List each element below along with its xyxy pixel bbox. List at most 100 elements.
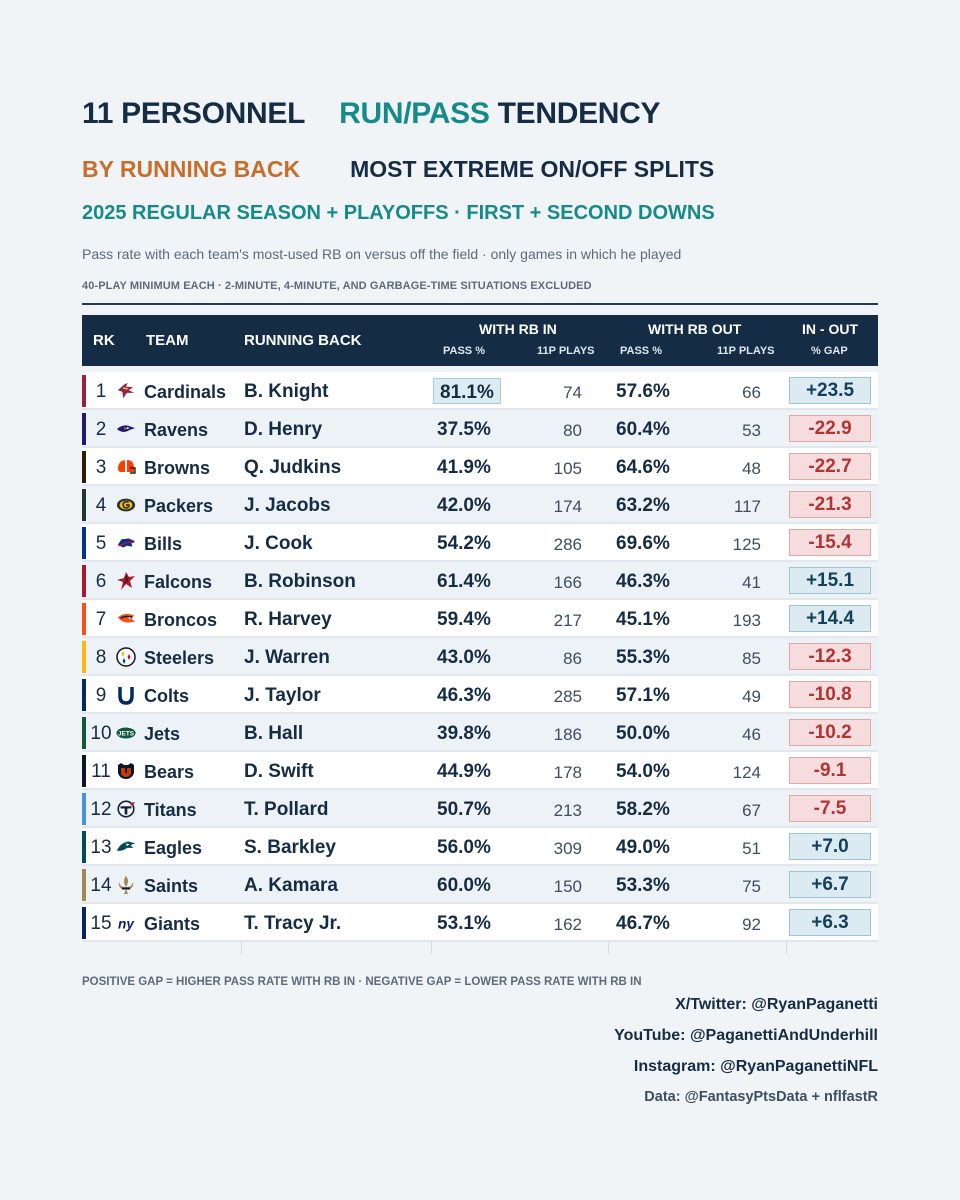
table-row: 11 Bears D. Swift 44.9% 178 54.0% 124 -9.1 — [82, 752, 878, 790]
steelers-logo-icon — [116, 647, 136, 667]
gap-badge: +15.1 — [789, 567, 871, 594]
team-cell: Cardinals — [144, 382, 227, 402]
rank-cell: 3 — [95, 457, 107, 478]
table-row: 2 Ravens D. Henry 37.5% 80 60.4% 53 -22.9 — [82, 410, 878, 448]
team-color-bar — [82, 565, 86, 597]
pass-pct-in-cell: 59.4% — [437, 609, 491, 630]
plays-out-cell: 49 — [742, 687, 761, 706]
running-back-cell: J. Taylor — [244, 685, 321, 706]
table-row: 1 Cardinals B. Knight 81.1% 74 57.6% 66 +23.5 — [82, 372, 878, 410]
table-header: RK TEAM RUNNING BACK WITH RB IN PASS % 1… — [82, 315, 878, 366]
col-team: TEAM — [146, 332, 189, 349]
pass-pct-in-cell: 46.3% — [437, 685, 491, 706]
table-row: 12 Titans T. Pollard 50.7% 213 58.2% 67 -7.5 — [82, 790, 878, 828]
pass-pct-in-cell: 61.4% — [437, 571, 491, 592]
gap-badge: +7.0 — [789, 833, 871, 860]
plays-in-cell: 186 — [553, 725, 582, 744]
pass-pct-in-cell: 56.0% — [437, 837, 491, 858]
table-row: 8 Steelers J. Warren 43.0% 86 55.3% 85 -12.3 — [82, 638, 878, 676]
team-cell: Jets — [144, 724, 181, 744]
season-label: 2025 REGULAR SEASON + PLAYOFFS · FIRST +… — [82, 202, 715, 224]
plays-out-cell: 75 — [742, 877, 761, 896]
gap-badge: -7.5 — [789, 795, 871, 822]
table-row: 6 Falcons B. Robinson 61.4% 166 46.3% 41 +15.1 — [82, 562, 878, 600]
pass-pct-in-cell: 37.5% — [437, 419, 491, 440]
plays-out-cell: 85 — [742, 649, 761, 668]
eagle-head-icon — [116, 837, 136, 857]
running-back-cell: T. Pollard — [244, 799, 329, 820]
pass-pct-in-cell: 41.9% — [437, 457, 491, 478]
instagram-credit: Instagram: @RyanPaganettiNFL — [633, 1058, 878, 1075]
rank-cell: 13 — [90, 837, 112, 858]
col-in-out: IN - OUT — [802, 321, 858, 337]
gap-badge: +6.7 — [789, 871, 871, 898]
gap-badge: -10.8 — [789, 681, 871, 708]
plays-out-cell: 117 — [733, 497, 761, 516]
horseshoe-icon — [116, 685, 136, 705]
table-row: 4 Packers J. Jacobs 42.0% 174 63.2% 117 -21.3 — [82, 486, 878, 524]
gap-badge: -15.4 — [789, 529, 871, 556]
col-plays-in: 11P PLAYS — [537, 345, 595, 357]
running-back-cell: B. Robinson — [244, 571, 356, 592]
pass-pct-in-cell: 50.7% — [437, 799, 491, 820]
gap-badge: +6.3 — [789, 909, 871, 936]
pass-pct-out-cell: 53.3% — [616, 875, 670, 896]
fleur-de-lis-icon — [116, 875, 136, 895]
team-color-bar — [82, 755, 86, 787]
plays-out-cell: 53 — [742, 421, 761, 440]
plays-in-cell: 213 — [553, 801, 582, 820]
plays-out-cell: 51 — [742, 839, 761, 858]
gap-badge: -22.9 — [789, 415, 871, 442]
pass-pct-out-cell: 46.7% — [616, 913, 670, 934]
plays-out-cell: 193 — [732, 611, 761, 630]
rank-cell: 12 — [90, 799, 112, 820]
table-row: 9 Colts J. Taylor 46.3% 285 57.1% 49 -10.8 — [82, 676, 878, 714]
plays-out-cell: 125 — [732, 535, 761, 554]
pass-pct-out-cell: 60.4% — [616, 419, 670, 440]
rank-cell: 14 — [90, 875, 112, 896]
gap-legend: POSITIVE GAP = HIGHER PASS RATE WITH RB … — [82, 976, 642, 988]
team-color-bar — [82, 831, 86, 863]
description-text: Pass rate with each team's most-used RB … — [82, 246, 682, 262]
table-row: 5 Bills J. Cook 54.2% 286 69.6% 125 -15.4 — [82, 524, 878, 562]
team-cell: Falcons — [144, 572, 213, 592]
plays-in-cell: 150 — [553, 877, 582, 896]
plays-out-cell: 92 — [742, 915, 761, 934]
plays-in-cell: 80 — [563, 421, 582, 440]
ny-logo-icon: ny — [116, 913, 136, 933]
table-row: 10 JETS Jets B. Hall 39.8% 186 50.0% 46 -10.2 — [82, 714, 878, 752]
pass-pct-out-cell: 57.1% — [616, 685, 670, 706]
pass-pct-in-cell: 53.1% — [437, 913, 491, 934]
rank-cell: 8 — [95, 647, 107, 668]
team-color-bar — [82, 451, 86, 483]
team-cell: Ravens — [144, 420, 209, 440]
cardinal-head-icon — [116, 381, 136, 401]
pass-pct-out-cell: 45.1% — [616, 609, 670, 630]
plays-in-cell: 162 — [553, 915, 582, 934]
rank-cell: 6 — [95, 571, 107, 592]
plays-out-cell: 46 — [742, 725, 761, 744]
plays-in-cell: 309 — [553, 839, 582, 858]
running-back-cell: J. Warren — [244, 647, 330, 668]
plays-in-cell: 217 — [553, 611, 582, 630]
team-cell: Broncos — [144, 610, 218, 630]
header-divider — [82, 303, 878, 305]
pass-pct-out-cell: 50.0% — [616, 723, 670, 744]
col-plays-out: 11P PLAYS — [717, 345, 775, 357]
team-cell: Colts — [144, 686, 189, 706]
rank-cell: 9 — [95, 685, 107, 706]
youtube-credit: YouTube: @PaganettiAndUnderhill — [614, 1027, 878, 1044]
plays-out-cell: 67 — [742, 801, 761, 820]
col-with-rb-in: WITH RB IN — [479, 321, 557, 337]
gap-badge: -22.7 — [789, 453, 871, 480]
rank-cell: 5 — [95, 533, 107, 554]
falcon-icon — [116, 571, 136, 591]
plays-in-cell: 74 — [563, 383, 582, 402]
team-cell: Steelers — [144, 648, 215, 668]
table-row: 14 Saints A. Kamara 60.0% 150 53.3% 75 +6.7 — [82, 866, 878, 904]
team-cell: Saints — [144, 876, 199, 896]
rank-cell: 15 — [90, 913, 112, 934]
team-cell: Titans — [144, 800, 197, 820]
pass-pct-in-cell: 43.0% — [437, 647, 491, 668]
rank-cell: 11 — [91, 761, 111, 782]
